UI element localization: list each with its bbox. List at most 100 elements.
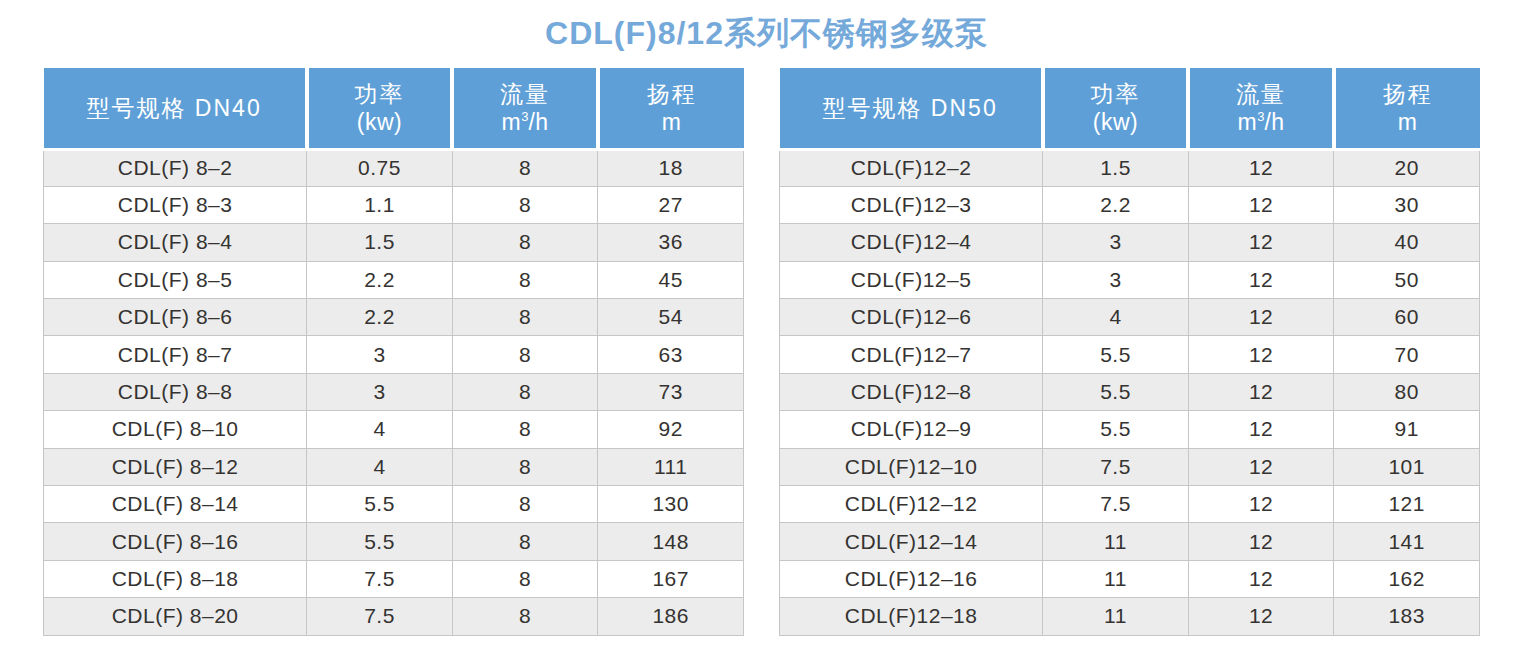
flow-cell: 8 <box>452 411 598 448</box>
head-column-header: 扬程 m <box>1334 68 1480 149</box>
flow-cell: 8 <box>452 186 598 223</box>
model-cell: CDL(F)12–3 <box>780 186 1043 223</box>
power-cell: 3 <box>1043 261 1189 298</box>
table-row: CDL(F) 8–1248111 <box>44 448 744 485</box>
power-column-header: 功率 (kw) <box>307 68 453 149</box>
model-cell: CDL(F) 8–7 <box>44 336 307 373</box>
table-row: CDL(F)12–161112162 <box>780 560 1480 597</box>
flow-column-header: 流量 m3/h <box>1188 68 1334 149</box>
flow-cell: 8 <box>452 523 598 560</box>
table-row: CDL(F) 8–31.1827 <box>44 186 744 223</box>
head-cell: 111 <box>598 448 744 485</box>
flow-cell: 12 <box>1188 261 1334 298</box>
model-cell: CDL(F) 8–16 <box>44 523 307 560</box>
power-cell: 3 <box>1043 224 1189 261</box>
table-row: CDL(F) 8–20.75818 <box>44 149 744 186</box>
table-row: CDL(F)12–95.51291 <box>780 411 1480 448</box>
flow-cell: 12 <box>1188 373 1334 410</box>
model-cell: CDL(F) 8–12 <box>44 448 307 485</box>
head-cell: 27 <box>598 186 744 223</box>
table-row: CDL(F) 8–187.58167 <box>44 560 744 597</box>
flow-cell: 8 <box>452 336 598 373</box>
model-cell: CDL(F)12–7 <box>780 336 1043 373</box>
head-cell: 162 <box>1334 560 1480 597</box>
header-row: 型号规格 DN50 功率 (kw) 流量 m3/h 扬程 m <box>780 68 1480 149</box>
power-cell: 7.5 <box>307 598 453 635</box>
head-cell: 60 <box>1334 299 1480 336</box>
head-cell: 80 <box>1334 373 1480 410</box>
flow-cell: 12 <box>1188 486 1334 523</box>
table-row: CDL(F) 8–207.58186 <box>44 598 744 635</box>
power-cell: 0.75 <box>307 149 453 186</box>
table-row: CDL(F) 8–145.58130 <box>44 486 744 523</box>
model-cell: CDL(F)12–16 <box>780 560 1043 597</box>
head-cell: 183 <box>1334 598 1480 635</box>
power-cell: 11 <box>1043 523 1189 560</box>
head-cell: 50 <box>1334 261 1480 298</box>
model-cell: CDL(F)12–8 <box>780 373 1043 410</box>
table-row: CDL(F) 8–104892 <box>44 411 744 448</box>
head-cell: 167 <box>598 560 744 597</box>
head-cell: 73 <box>598 373 744 410</box>
flow-cell: 12 <box>1188 411 1334 448</box>
model-cell: CDL(F) 8–14 <box>44 486 307 523</box>
power-cell: 5.5 <box>307 523 453 560</box>
model-cell: CDL(F)12–18 <box>780 598 1043 635</box>
table-row: CDL(F)12–107.512101 <box>780 448 1480 485</box>
table-body-dn40: CDL(F) 8–20.75818CDL(F) 8–31.1827CDL(F) … <box>44 149 744 635</box>
model-cell: CDL(F) 8–10 <box>44 411 307 448</box>
head-cell: 148 <box>598 523 744 560</box>
head-cell: 70 <box>1334 336 1480 373</box>
model-cell: CDL(F)12–4 <box>780 224 1043 261</box>
spec-table-dn50: 型号规格 DN50 功率 (kw) 流量 m3/h 扬程 m CDL(F)12–… <box>779 68 1480 636</box>
model-cell: CDL(F) 8–6 <box>44 299 307 336</box>
table-row: CDL(F) 8–83873 <box>44 373 744 410</box>
model-cell: CDL(F)12–12 <box>780 486 1043 523</box>
flow-cell: 8 <box>452 448 598 485</box>
head-cell: 91 <box>1334 411 1480 448</box>
page-title: CDL(F)8/12系列不锈钢多级泵 <box>0 0 1533 56</box>
model-cell: CDL(F) 8–3 <box>44 186 307 223</box>
flow-cell: 8 <box>452 224 598 261</box>
flow-cell: 8 <box>452 598 598 635</box>
head-cell: 30 <box>1334 186 1480 223</box>
model-cell: CDL(F) 8–5 <box>44 261 307 298</box>
head-cell: 101 <box>1334 448 1480 485</box>
head-cell: 45 <box>598 261 744 298</box>
model-cell: CDL(F) 8–2 <box>44 149 307 186</box>
power-cell: 2.2 <box>1043 186 1189 223</box>
flow-column-header: 流量 m3/h <box>452 68 598 149</box>
spec-table-dn40: 型号规格 DN40 功率 (kw) 流量 m3/h 扬程 m CDL(F) 8–… <box>43 68 744 636</box>
head-cell: 18 <box>598 149 744 186</box>
model-cell: CDL(F) 8–4 <box>44 224 307 261</box>
power-cell: 3 <box>307 373 453 410</box>
power-cell: 1.5 <box>307 224 453 261</box>
power-cell: 7.5 <box>307 560 453 597</box>
model-cell: CDL(F) 8–18 <box>44 560 307 597</box>
power-cell: 7.5 <box>1043 448 1189 485</box>
flow-cell: 8 <box>452 149 598 186</box>
table-row: CDL(F)12–641260 <box>780 299 1480 336</box>
table-row: CDL(F)12–75.51270 <box>780 336 1480 373</box>
table-row: CDL(F)12–181112183 <box>780 598 1480 635</box>
model-cell: CDL(F) 8–8 <box>44 373 307 410</box>
head-cell: 186 <box>598 598 744 635</box>
power-cell: 3 <box>307 336 453 373</box>
table-row: CDL(F) 8–52.2845 <box>44 261 744 298</box>
power-cell: 4 <box>307 411 453 448</box>
model-cell: CDL(F)12–9 <box>780 411 1043 448</box>
flow-cell: 12 <box>1188 523 1334 560</box>
model-cell: CDL(F)12–6 <box>780 299 1043 336</box>
model-cell: CDL(F)12–14 <box>780 523 1043 560</box>
head-cell: 130 <box>598 486 744 523</box>
power-cell: 5.5 <box>1043 373 1189 410</box>
table-row: CDL(F)12–141112141 <box>780 523 1480 560</box>
power-cell: 2.2 <box>307 299 453 336</box>
power-cell: 5.5 <box>1043 411 1189 448</box>
model-column-label: 型号规格 DN50 <box>822 95 997 121</box>
power-cell: 11 <box>1043 598 1189 635</box>
header-row: 型号规格 DN40 功率 (kw) 流量 m3/h 扬程 m <box>44 68 744 149</box>
flow-cell: 12 <box>1188 336 1334 373</box>
power-cell: 4 <box>1043 299 1189 336</box>
head-cell: 141 <box>1334 523 1480 560</box>
